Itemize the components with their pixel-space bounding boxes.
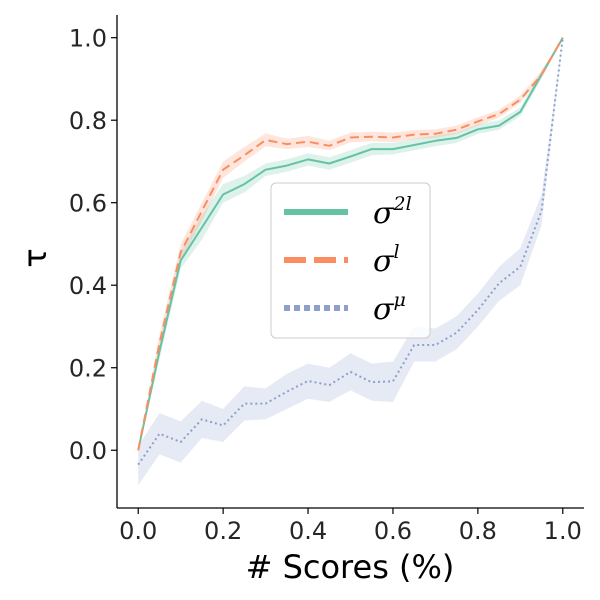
- legend-label-1: σ2l: [373, 193, 412, 231]
- y-tick-label: 0.4: [69, 272, 107, 300]
- x-tick-label: 0.2: [204, 517, 242, 545]
- x-tick-label: 0.6: [374, 517, 412, 545]
- y-tick-label: 0.6: [69, 190, 107, 218]
- y-tick-label: 1.0: [69, 25, 107, 53]
- x-axis-title: # Scores (%): [246, 548, 455, 586]
- y-tick-label: 0.0: [69, 437, 107, 465]
- series-line-3: [137, 37, 564, 466]
- confidence-band-3: [138, 37, 563, 486]
- x-tick-label: 0.0: [119, 517, 157, 545]
- y-axis-title: τ: [16, 248, 54, 267]
- legend-label-3: σμ: [373, 289, 406, 327]
- legend-label-2: σl: [373, 241, 400, 279]
- series-lines: [137, 37, 564, 466]
- axes: [116, 15, 584, 509]
- confidence-band-1: [138, 37, 563, 451]
- y-tick-label: 0.8: [69, 107, 107, 135]
- legend: σ2l σl σμ: [270, 182, 431, 339]
- y-tick-label: 0.2: [69, 355, 107, 383]
- confidence-bands: [138, 37, 563, 486]
- y-ticks: 0.0 0.2 0.4 0.6 0.8 1.0: [69, 25, 117, 465]
- x-ticks: 0.0 0.2 0.4 0.6 0.8 1.0: [119, 508, 582, 545]
- series-line-2: [137, 37, 564, 451]
- series-line-1: [137, 37, 564, 451]
- x-tick-label: 1.0: [544, 517, 582, 545]
- x-tick-label: 0.8: [459, 517, 497, 545]
- legend-frame: [270, 182, 431, 339]
- x-tick-label: 0.4: [289, 517, 327, 545]
